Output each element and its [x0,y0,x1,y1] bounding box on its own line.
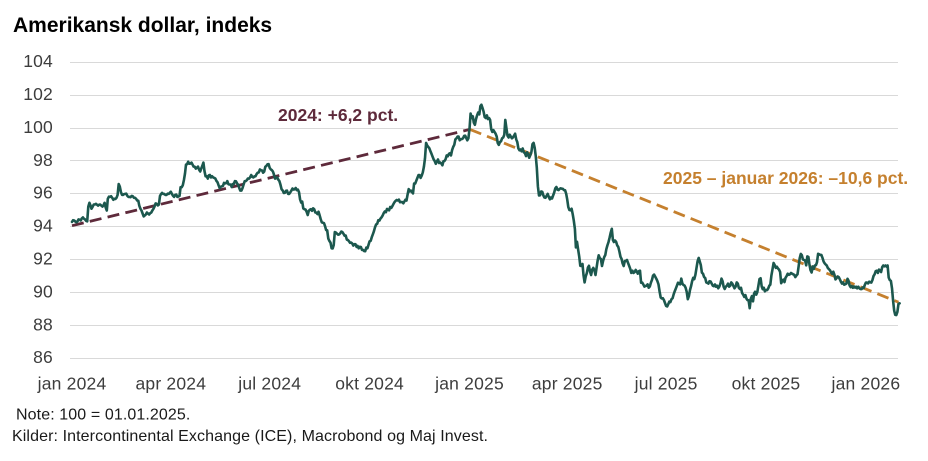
svg-text:90: 90 [33,281,53,301]
svg-text:jan 2026: jan 2026 [831,374,901,394]
svg-text:jan 2025: jan 2025 [434,374,504,394]
svg-text:okt 2024: okt 2024 [335,374,404,394]
svg-text:okt 2025: okt 2025 [732,374,801,394]
svg-text:Amerikansk dollar, indeks: Amerikansk dollar, indeks [13,14,272,37]
svg-text:jul 2025: jul 2025 [634,374,698,394]
svg-text:98: 98 [33,150,53,170]
svg-text:Note: 100 = 01.01.2025.: Note: 100 = 01.01.2025. [16,407,190,424]
svg-text:96: 96 [33,183,53,203]
svg-text:jul 2024: jul 2024 [237,374,301,394]
svg-text:102: 102 [23,84,53,104]
svg-text:94: 94 [33,216,53,236]
svg-text:88: 88 [33,314,53,334]
svg-text:104: 104 [23,51,53,71]
svg-text:jan 2024: jan 2024 [37,374,107,394]
svg-text:2025 – januar 2026: –10,6 pct.: 2025 – januar 2026: –10,6 pct. [663,168,908,188]
svg-text:apr 2025: apr 2025 [532,374,603,394]
svg-text:92: 92 [33,249,53,269]
svg-text:apr 2024: apr 2024 [135,374,206,394]
svg-text:2024: +6,2 pct.: 2024: +6,2 pct. [278,105,398,125]
svg-text:Kilder: Intercontinental Excha: Kilder: Intercontinental Exchange (ICE),… [12,428,488,445]
svg-text:86: 86 [33,347,53,367]
svg-text:100: 100 [23,117,53,137]
